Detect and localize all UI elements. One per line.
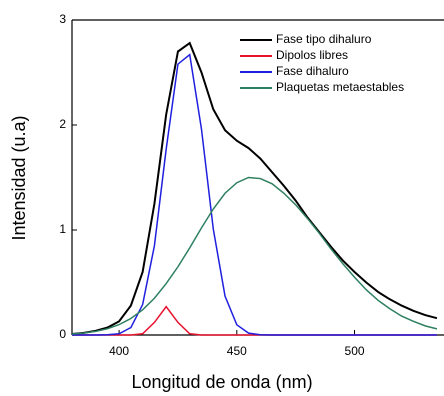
series-line	[72, 53, 437, 336]
y-tick-label: 3	[59, 12, 66, 26]
y-axis-label: Intensidad (u.a)	[9, 115, 29, 240]
legend-label: Fase tipo dihaluro	[276, 32, 372, 46]
x-tick-label: 400	[109, 344, 129, 358]
x-tick-label: 450	[227, 344, 247, 358]
legend-label: Fase dihaluro	[276, 64, 349, 78]
series-line	[71, 41, 438, 335]
y-tick-label: 1	[59, 222, 66, 236]
y-tick-label: 2	[59, 117, 66, 131]
legend-label: Dipolos libres	[276, 48, 348, 62]
legend-label: Plaquetas metaestables	[276, 80, 404, 94]
y-tick-label: 0	[59, 327, 66, 341]
series-line	[71, 176, 438, 335]
x-axis-label: Longitud de onda (nm)	[131, 372, 312, 392]
x-tick-label: 500	[345, 344, 365, 358]
